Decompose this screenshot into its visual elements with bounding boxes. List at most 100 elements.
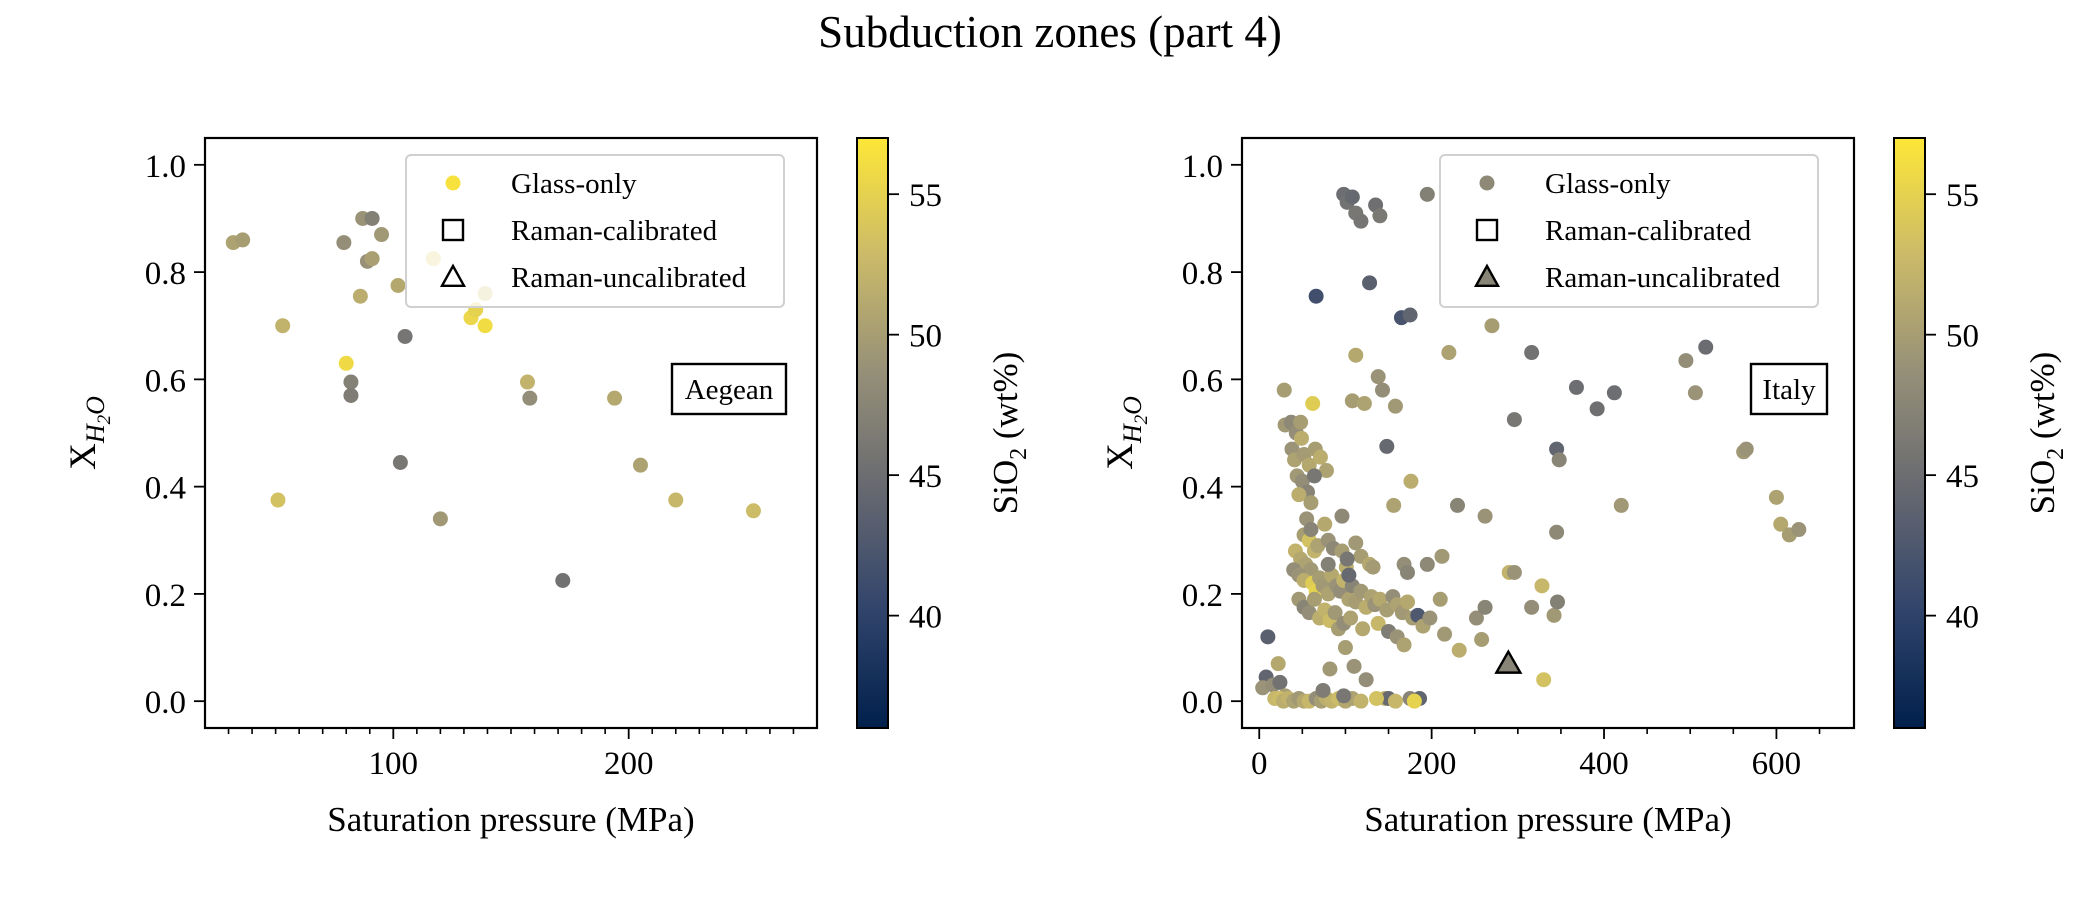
y-label-sub: H [81,423,110,444]
glass-only-point [1419,186,1435,202]
glass-only-point [1353,693,1369,709]
colorbar-gradient [857,138,888,728]
glass-only-point [1339,551,1355,567]
glass-only-point [1549,594,1565,610]
glass-only-point [275,318,291,334]
region-label-text: Aegean [685,374,774,406]
glass-only-point [1344,189,1360,205]
glass-only-point [1678,353,1694,369]
glass-only-point [343,374,359,390]
colorbar-tick-label: 40 [909,600,942,636]
colorbar: 40 45 50 55 SiO2 (wt%) [856,137,1032,729]
glass-only-point [1396,637,1412,653]
glass-only-point [1449,497,1465,513]
glass-only-point [668,492,684,508]
x-axis-label: Saturation pressure (MPa) [327,800,694,839]
y-axis-label: XH2O [1100,396,1152,470]
colorbar-tick-label: 45 [909,459,942,495]
y-tick-label: 0.2 [1182,578,1223,614]
region-label: Aegean [670,362,788,416]
glass-only-point [1365,559,1381,575]
legend-label: Glass-only [511,168,637,200]
glass-only-point [1474,632,1490,647]
glass-only-point [1358,672,1374,688]
x-tick-label: 200 [604,746,654,782]
glass-only-point [1305,396,1321,411]
glass-only-point [1568,379,1584,395]
y-tick-label: 0.2 [145,578,186,614]
y-tick-label: 0.8 [145,256,186,292]
glass-only-point [1524,345,1540,361]
legend-label: Raman-uncalibrated [511,262,747,294]
glass-only-point [352,288,368,304]
region-label-box [670,362,788,416]
colorbar-frame [856,137,889,729]
legend-label: Raman-calibrated [511,215,718,247]
legend-raman-calibrated-marker [1475,218,1499,242]
glass-only-point [1506,412,1522,428]
glass-only-point [1477,599,1493,615]
glass-only-point [1434,548,1450,564]
glass-only-point [1303,522,1319,538]
glass-only-point [1399,594,1415,610]
colorbar-label-main: SiO [986,460,1025,514]
glass-only-point [364,251,380,267]
glass-only-point [1270,656,1286,672]
glass-only-point [1399,564,1415,580]
glass-only-point [392,455,408,470]
glass-only-point [1477,508,1493,524]
glass-only-point [1346,658,1362,674]
glass-only-point [1356,396,1372,411]
glass-only-point [343,387,359,403]
glass-only-point [1348,535,1364,551]
y-label-sub2: 2 [94,414,115,424]
x-tick-label: 100 [369,746,419,782]
glass-only-point [1402,307,1418,323]
colorbar-label-sub: 2 [1006,448,1032,460]
legend-frame [405,154,785,308]
glass-only-point [1343,610,1359,626]
y-tick-label: 0.4 [1182,471,1223,507]
glass-only-point [1308,288,1324,304]
y-tick-label: 0.0 [145,685,186,721]
x-tick-label: 0 [1251,746,1268,782]
region-label-box [1749,362,1829,416]
glass-only-point [1260,629,1276,645]
legend-glass-only-marker [445,175,461,191]
glass-only-point [1272,674,1288,690]
glass-only-point [1303,495,1319,511]
glass-only-point [1320,556,1336,572]
glass-only-point [390,278,406,293]
region-label-text: Italy [1762,374,1816,406]
legend-raman-uncalibrated-marker [1473,263,1501,287]
x-tick-label: 400 [1579,746,1629,782]
glass-only-point [1291,487,1307,503]
glass-only-point [745,503,761,519]
glass-only-point [1336,688,1352,704]
glass-only-point [338,355,354,371]
glass-only-point [1312,449,1328,465]
y-tick-label: 0.8 [1182,256,1223,292]
glass-only-point [1306,591,1322,607]
glass-only-point [1534,578,1550,594]
legend: Glass-only Raman-calibrated Raman-uncalibr… [405,154,785,308]
glass-only-point [1362,275,1378,291]
glass-only-point [397,328,413,344]
raman-uncalibrated-point [1494,649,1523,674]
figure-title: Subduction zones (part 4) [818,7,1282,57]
y-tick-label: 0.6 [1182,363,1223,399]
glass-only-point [1293,414,1309,430]
glass-only-point [270,492,286,508]
colorbar-tick-label: 50 [909,319,942,355]
legend-label: Raman-calibrated [1545,215,1752,247]
glass-only-point [1375,382,1391,398]
glass-only-point [1315,682,1331,698]
y-tick-label: 0.6 [145,363,186,399]
glass-only-point [1372,208,1388,224]
glass-only-point [1368,691,1384,706]
legend-label: Raman-uncalibrated [1545,262,1781,294]
glass-only-point [1334,508,1350,524]
glass-only-point [1698,339,1714,355]
glass-only-point [1293,430,1309,446]
y-tick-label: 0.4 [145,471,186,507]
